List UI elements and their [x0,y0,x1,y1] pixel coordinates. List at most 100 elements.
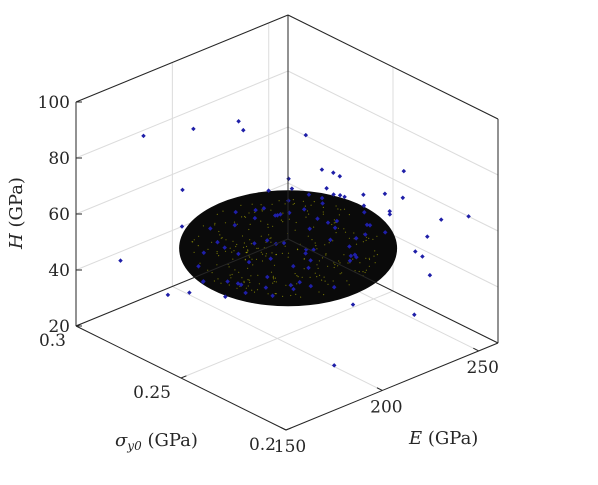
ellipsoid-mesh-point [244,242,245,243]
ellipsoid-mesh-point [231,252,232,253]
ellipsoid-mesh-point [315,245,316,246]
ellipsoid-mesh-point [247,250,248,251]
ellipsoid-mesh-point [334,267,335,268]
ellipsoid-mesh-point [245,259,246,260]
ellipsoid-mesh-point [248,229,249,230]
ellipsoid-mesh-point [229,284,230,285]
ellipsoid-mesh-point [275,278,276,279]
scatter-point [118,258,123,263]
ellipsoid-mesh-point [349,214,350,215]
ellipsoid-mesh-point [233,250,234,251]
ellipsoid-mesh-point [272,283,273,284]
ellipsoid-mesh-point [295,294,296,295]
ellipsoid-mesh-point [337,208,338,209]
scatter-point [320,167,325,172]
ellipsoid-mesh-point [199,263,200,264]
scatter-point [351,302,356,307]
ellipsoid-mesh-point [271,272,272,273]
z-tick-label: 60 [48,205,70,225]
scatter-point [338,174,343,179]
y-tick-mark [286,428,291,430]
ellipsoid-mesh-point [273,277,274,278]
ellipsoid-mesh-point [338,228,339,229]
z-tick-label: 40 [48,261,70,281]
ellipsoid-mesh-point [214,223,215,224]
ellipsoid-mesh-point [248,285,249,286]
ellipsoid-mesh-point [368,238,369,239]
ellipsoid-mesh-point [296,275,297,276]
ellipsoid-mesh-point [366,240,367,241]
x-tick-mark [281,427,286,430]
ellipsoid-mesh-point [217,214,218,215]
scatter-point [236,119,241,124]
ellipsoid-mesh-point [272,226,273,227]
ellipsoid-mesh-point [258,248,259,249]
ellipsoid-mesh-point [282,213,283,214]
ellipsoid-mesh-point [362,271,363,272]
ellipsoid-mesh-point [340,209,341,210]
scatter-point [413,249,418,254]
ellipsoid-mesh-point [285,246,286,247]
ellipsoid-mesh-point [345,232,346,233]
scatter-point [361,192,366,197]
ellipsoid-mesh-point [327,284,328,285]
ellipsoid-mesh-point [340,273,341,274]
scatter-point [383,192,388,197]
ellipsoid-mesh-point [305,217,306,218]
ellipsoid-mesh-point [230,275,231,276]
ellipsoid-mesh-point [249,282,250,283]
ellipsoid-mesh-point [311,205,312,206]
ellipsoid-mesh-point [308,236,309,237]
ellipsoid-mesh-point [234,269,235,270]
ellipsoid-mesh-point [323,294,324,295]
scatter-point [141,134,146,139]
x-axis-label: E (GPa) [408,428,478,449]
ellipsoid-mesh-point [295,230,296,231]
x-tick-label: 250 [467,358,499,378]
ellipsoid-mesh-point [217,251,218,252]
ellipsoid-mesh-point [282,221,283,222]
ellipsoid-mesh-point [265,255,266,256]
ellipsoid-mesh-point [246,252,247,253]
z-tick-label: 100 [38,93,70,113]
scatter-point [324,186,329,191]
ellipsoid-mesh-point [375,262,376,263]
ellipsoid-mesh-point [349,284,350,285]
ellipsoid-mesh-point [339,262,340,263]
ellipsoid-mesh-point [244,282,245,283]
ellipsoid-mesh-point [251,243,252,244]
ellipsoid-mesh-point [249,257,250,258]
ellipsoid-mesh-point [257,289,258,290]
ellipsoid-mesh-point [237,224,238,225]
ellipsoid-mesh-point [316,248,317,249]
ellipsoid-mesh-point [267,224,268,225]
ellipsoid-mesh-point [346,280,347,281]
ellipsoid-mesh-point [198,245,199,246]
ellipsoid-mesh-point [325,281,326,282]
ellipsoid-mesh-point [332,240,333,241]
ellipsoid-mesh-point [334,264,335,265]
ellipsoid-mesh-point [274,281,275,282]
ellipsoid-mesh-point [321,280,322,281]
ellipsoid-mesh-point [238,272,239,273]
ellipsoid-mesh-point [282,296,283,297]
z-axis-label: H (GPa) [6,177,27,250]
ellipsoid-mesh-point [372,239,373,240]
ellipsoid-mesh-point [214,280,215,281]
ellipsoid-mesh-point [256,259,257,260]
ellipsoid-mesh-point [262,210,263,211]
ellipsoid-mesh-point [261,236,262,237]
ellipsoid-mesh-point [216,264,217,265]
scatter-point [387,209,392,214]
ellipsoid-mesh-point [319,275,320,276]
ellipsoid-mesh-point [243,281,244,282]
ellipsoid-mesh-point [212,272,213,273]
ellipsoid-mesh-point [273,276,274,277]
ellipsoid-mesh-point [310,277,311,278]
ellipsoid-mesh-point [285,203,286,204]
ellipsoid-mesh-point [288,257,289,258]
ellipsoid-mesh-point [268,293,269,294]
ellipsoid-mesh-point [281,220,282,221]
scatter-point [439,217,444,222]
ellipsoid-mesh-point [271,252,272,253]
